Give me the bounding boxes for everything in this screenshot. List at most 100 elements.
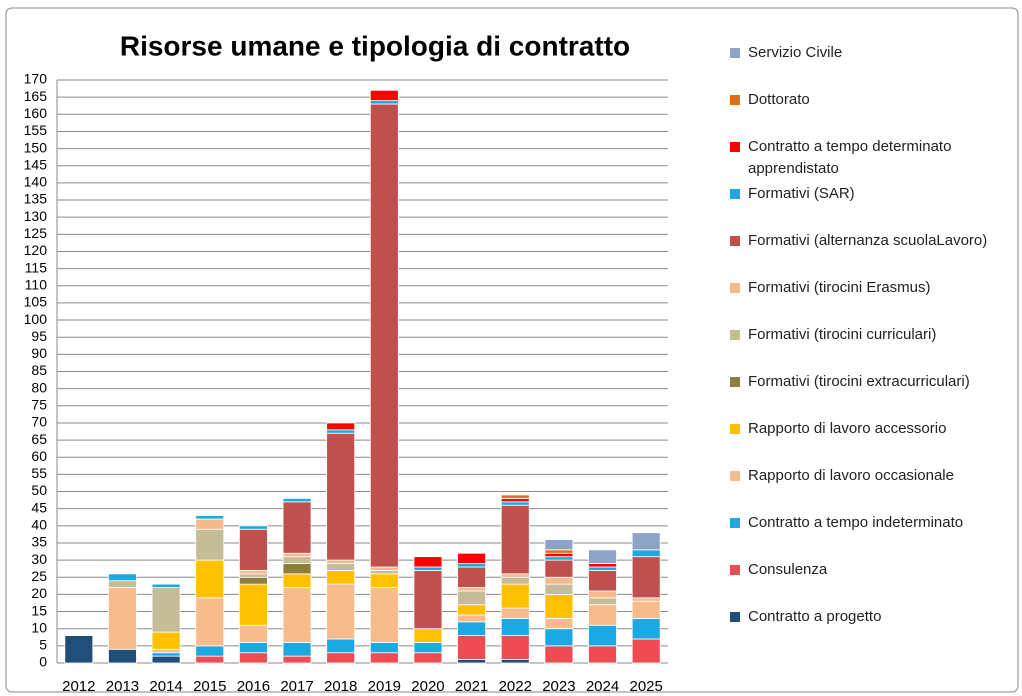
legend-label: Formativi (tirocini Erasmus) [748, 279, 931, 296]
bar-segment [413, 556, 443, 568]
bar-segment [588, 570, 617, 592]
bar-segment [282, 556, 312, 564]
bar-segment [238, 583, 268, 626]
y-tick-label: 165 [24, 88, 48, 104]
y-tick-label: 105 [24, 294, 48, 310]
y-tick-label: 80 [31, 379, 47, 395]
y-tick-label: 75 [31, 396, 47, 412]
bar-segment [544, 645, 574, 664]
frame [5, 7, 1019, 693]
y-tick-label: 55 [31, 465, 47, 481]
bar-segment [544, 539, 574, 551]
bar-segment [326, 432, 356, 561]
y-tick-label: 5 [39, 637, 47, 653]
bar-segment [108, 648, 137, 664]
y-tick-label: 145 [24, 156, 48, 172]
y-tick-label: 60 [31, 448, 47, 464]
x-tick-label: 2022 [499, 678, 532, 695]
bar-segment [457, 566, 487, 588]
x-tick-label: 2017 [280, 678, 313, 695]
y-tick-label: 35 [31, 534, 47, 550]
y-tick-label: 125 [24, 225, 48, 241]
bar-segment [326, 652, 356, 664]
legend-swatch [730, 424, 740, 434]
bar-segment [282, 587, 312, 643]
legend-swatch [730, 283, 740, 293]
y-tick-label: 170 [24, 71, 48, 87]
legend-item: Contratto a tempo determinato apprendist… [730, 136, 1020, 183]
bar-segment [544, 576, 574, 585]
bar-segment [500, 494, 530, 499]
bar-segment [457, 590, 487, 606]
bar-segment [413, 652, 443, 664]
bar-segment [500, 573, 530, 578]
legend-swatch [730, 330, 740, 340]
legend-swatch [730, 377, 740, 387]
bar-segment [588, 624, 617, 647]
legend-item: Consulenza [730, 559, 1020, 606]
y-tick-label: 95 [31, 328, 47, 344]
bar-segment [457, 614, 487, 623]
legend-label: Formativi (SAR) [748, 185, 855, 202]
x-tick-label: 2012 [62, 678, 95, 695]
bar-segment [282, 497, 312, 503]
legend-label: Consulenza [748, 561, 828, 578]
bar-segment [369, 587, 399, 643]
bar-segment [631, 638, 661, 664]
legend-label: Dottorato [748, 91, 810, 108]
bar-segment [631, 600, 661, 619]
bar-segment [544, 552, 574, 558]
legend-label: Formativi (tirocini curriculari) [748, 326, 937, 343]
bar-segment [457, 563, 487, 568]
bar-segment [588, 563, 617, 568]
x-tick-label: 2023 [542, 678, 575, 695]
bar-segment [369, 652, 399, 664]
y-tick-label: 100 [24, 311, 48, 327]
bar-segment [369, 100, 399, 105]
legend-item: Dottorato [730, 89, 1020, 136]
bar-segment [457, 659, 487, 664]
legend-label: Formativi (alternanza scuolaLavoro) [748, 232, 988, 249]
bar-segment [500, 576, 530, 585]
bar-segment [151, 631, 181, 650]
y-tick-label: 160 [24, 105, 48, 121]
y-tick-label: 70 [31, 414, 47, 430]
bar-segment [413, 642, 443, 654]
x-tick-label: 2018 [324, 678, 357, 695]
bar-segment [544, 618, 574, 630]
bar-segment [588, 604, 617, 626]
bar-segment [238, 528, 268, 571]
x-tick-label: 2024 [586, 678, 619, 695]
bar-segment [500, 501, 530, 506]
legend-item: Rapporto di lavoro accessorio [730, 418, 1020, 465]
bar-segment [457, 604, 487, 616]
y-tick-label: 65 [31, 431, 47, 447]
bar-segment [500, 659, 530, 664]
bar-segment [413, 566, 443, 571]
bar-segment [151, 652, 181, 657]
y-tick-label: 120 [24, 242, 48, 258]
bar-segment [151, 583, 181, 588]
y-tick-label: 45 [31, 499, 47, 515]
bar-segment [544, 594, 574, 619]
legend-label: Contratto a tempo determinato apprendist… [748, 138, 952, 177]
bar-segment [282, 501, 312, 554]
y-tick-label: 110 [25, 276, 48, 292]
bar-segment [588, 597, 617, 606]
bar-segment [500, 583, 530, 609]
chart-title: Risorse umane e tipologia di contratto [120, 30, 630, 61]
y-tick-label: 0 [39, 654, 47, 670]
y-tick-label: 50 [31, 482, 47, 498]
bar-segment [544, 549, 574, 554]
legend-item: Contratto a tempo indeterminato [730, 512, 1020, 559]
bar-segment [457, 552, 487, 564]
y-tick-label: 140 [24, 174, 48, 190]
legend-item: Formativi (tirocini extracurriculari) [730, 371, 1020, 418]
bar-segment [588, 590, 617, 599]
bar-segment [369, 89, 399, 101]
bar-segment [238, 576, 268, 585]
x-tick-label: 2016 [237, 678, 270, 695]
legend-swatch [730, 189, 740, 199]
